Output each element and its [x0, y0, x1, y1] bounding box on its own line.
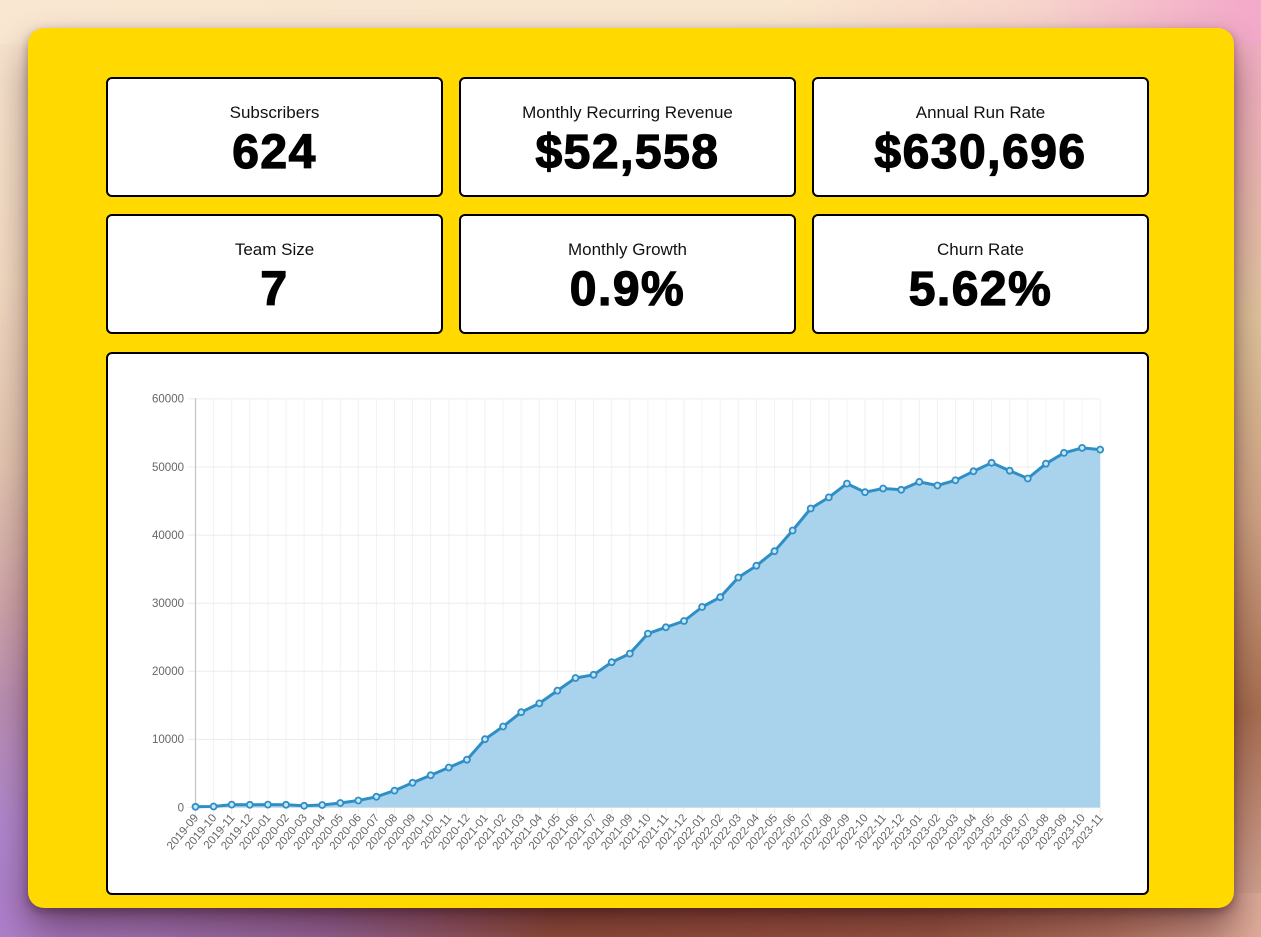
svg-text:10000: 10000 [152, 734, 184, 746]
svg-text:60000: 60000 [152, 394, 184, 406]
svg-text:30000: 30000 [152, 598, 184, 610]
svg-text:40000: 40000 [152, 530, 184, 542]
svg-text:20000: 20000 [152, 666, 184, 678]
svg-text:50000: 50000 [152, 462, 184, 474]
svg-text:0: 0 [178, 802, 184, 814]
